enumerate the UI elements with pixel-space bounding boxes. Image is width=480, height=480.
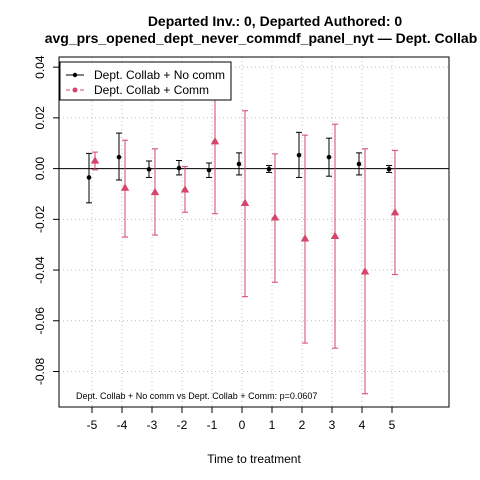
- data-point: [330, 231, 340, 239]
- x-tick-label: 2: [299, 418, 306, 432]
- data-point: [210, 137, 220, 145]
- data-point: [266, 166, 272, 172]
- legend-marker-comm: [72, 87, 78, 93]
- x-tick-label: -5: [87, 418, 98, 432]
- data-point: [236, 161, 242, 167]
- data-point: [206, 167, 212, 173]
- x-tick-label: -4: [117, 418, 128, 432]
- series-layer: [86, 67, 400, 395]
- x-tick-label: -3: [147, 418, 158, 432]
- data-point: [146, 167, 152, 172]
- data-point: [326, 154, 332, 160]
- data-point: [390, 208, 400, 216]
- data-point: [240, 198, 250, 206]
- data-point: [270, 213, 280, 221]
- series-1: [90, 67, 400, 395]
- legend: Dept. Collab + No comm Dept. Collab + Co…: [59, 61, 232, 101]
- x-tick-label: 3: [329, 418, 336, 432]
- legend-box: [59, 61, 232, 101]
- data-point: [300, 234, 310, 242]
- data-point: [176, 165, 182, 171]
- x-tick-label: 0: [239, 418, 246, 432]
- data-point: [296, 152, 302, 158]
- x-tick-label: 1: [269, 418, 276, 432]
- y-tick-label: -0.02: [33, 205, 47, 233]
- p-value-annotation: Dept. Collab + No comm vs Dept. Collab +…: [76, 391, 317, 401]
- chart-title: Departed Inv.: 0, Departed Authored: 0: [148, 13, 403, 29]
- legend-label-comm: Dept. Collab + Comm: [94, 83, 209, 97]
- x-tick-label: -1: [207, 418, 218, 432]
- y-tick-label: -0.06: [33, 307, 47, 335]
- grid: [59, 57, 449, 407]
- data-point: [116, 154, 122, 160]
- x-axis: -5 -4 -3 -2 -1 0 1 2 3 4 5: [87, 407, 396, 432]
- data-point: [86, 175, 92, 180]
- y-tick-label: 0.04: [33, 55, 47, 79]
- data-point: [386, 166, 392, 172]
- x-tick-label: -2: [177, 418, 188, 432]
- y-tick-label: 0.02: [33, 106, 47, 130]
- data-point: [356, 161, 362, 167]
- x-tick-label: 5: [389, 418, 396, 432]
- data-point: [120, 183, 130, 191]
- y-axis: -0.08 -0.06 -0.04 -0.02 0.00 0.02 0.04: [33, 55, 59, 385]
- series-0: [86, 131, 392, 204]
- y-tick-label: 0.00: [33, 157, 47, 181]
- x-axis-label: Time to treatment: [207, 452, 301, 466]
- y-tick-label: -0.08: [33, 357, 47, 385]
- data-point: [180, 185, 190, 193]
- data-point: [360, 267, 370, 275]
- legend-marker-no-comm: [72, 72, 78, 78]
- data-point: [90, 156, 100, 164]
- plot-frame: [58, 56, 450, 408]
- y-tick-label: -0.04: [33, 256, 47, 284]
- data-point: [150, 187, 160, 196]
- legend-label-no-comm: Dept. Collab + No comm: [94, 68, 225, 82]
- chart-subtitle: avg_prs_opened_dept_never_commdf_panel_n…: [45, 30, 478, 46]
- x-tick-label: 4: [359, 418, 366, 432]
